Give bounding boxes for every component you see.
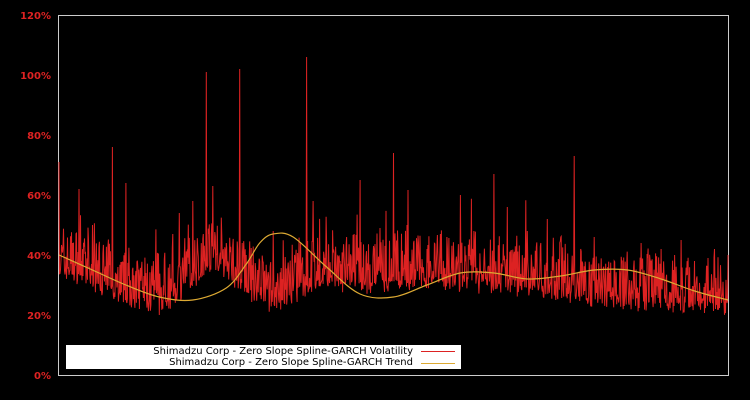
- legend-label-volatility: Shimadzu Corp - Zero Slope Spline-GARCH …: [153, 346, 413, 357]
- y-tick-label: 60%: [27, 191, 51, 202]
- y-tick-label: 20%: [27, 311, 51, 322]
- y-tick-label: 40%: [27, 251, 51, 262]
- y-tick-label: 120%: [20, 11, 51, 22]
- plot-area-frame: [58, 15, 729, 376]
- volatility-line: [58, 56, 729, 316]
- legend-label-trend: Shimadzu Corp - Zero Slope Spline-GARCH …: [169, 357, 413, 368]
- y-tick-label: 0%: [34, 371, 51, 382]
- trend-series: [58, 232, 729, 302]
- legend: Shimadzu Corp - Zero Slope Spline-GARCH …: [66, 345, 461, 369]
- legend-item-volatility: Shimadzu Corp - Zero Slope Spline-GARCH …: [153, 346, 413, 357]
- volatility-series: [58, 56, 729, 316]
- y-axis: 0% 20% 40% 60% 80% 100% 120%: [20, 11, 51, 382]
- y-tick-label: 100%: [20, 71, 51, 82]
- y-tick-label: 80%: [27, 131, 51, 142]
- legend-swatch-volatility: [421, 351, 455, 352]
- legend-item-trend: Shimadzu Corp - Zero Slope Spline-GARCH …: [169, 357, 413, 368]
- legend-swatch-trend: [421, 363, 455, 364]
